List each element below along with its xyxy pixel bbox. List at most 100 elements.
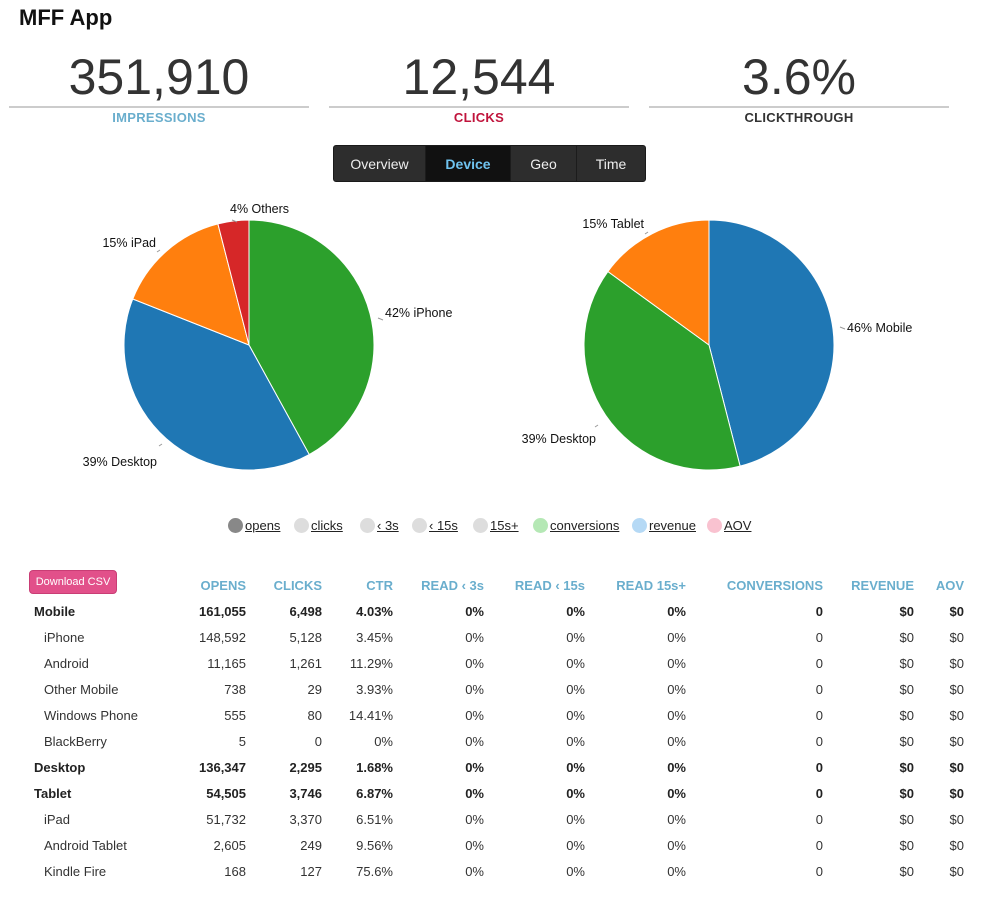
read-15s-column-header[interactable]: READ ‹ 15s [514,577,585,593]
pie-slice-desktop[interactable] [123,298,310,471]
table-row: iPad 51,732 3,370 6.51% 0% 0% 0% 0 $0 $0 [29,806,964,832]
legend-clicks-label: clicks [311,518,343,533]
conversions-cell: 0 [815,681,823,697]
read-15s-plus-cell: 0% [667,629,686,645]
table-body: Mobile 161,055 6,498 4.03% 0% 0% 0% 0 $0 $0 iPhone… [29,598,964,884]
pie-slice-iphone[interactable] [248,219,375,456]
read-15s-plus-cell: 0% [667,785,686,801]
clicks-column-header[interactable]: CLICKS [273,577,322,593]
legend-read-15s-plus-dot [473,518,488,533]
legend-read-15s[interactable]: ‹ 15s [412,518,458,533]
pie-label-ipad: 15% iPad [102,236,156,250]
table-group-row: Mobile 161,055 6,498 4.03% 0% 0% 0% 0 $0 $0 [29,598,964,624]
read-3s-cell: 0% [465,603,484,619]
ctr-cell: 6.87% [356,785,393,801]
ctr-cell: 6.51% [356,811,393,827]
revenue-cell: $0 [899,681,914,697]
clicks-label: CLICKS [453,110,505,125]
row-name: Windows Phone [44,707,138,723]
download-csv-button[interactable]: Download CSV [29,570,117,594]
pie-slice-ipad[interactable] [132,223,250,346]
pie-label-tick [594,424,599,428]
conversions-cell: 0 [815,603,823,619]
ctr-cell: 14.41% [348,707,393,723]
read-15s-plus-column-header[interactable]: READ 15s+ [616,577,686,593]
clicks-value: 12,544 [402,49,556,105]
impressions-stat: 351,910 IMPRESSIONS [9,48,309,125]
aov-column-header[interactable]: AOV [935,577,964,593]
clicks-cell: 80 [307,707,322,723]
legend-clicks[interactable]: clicks [294,518,343,533]
opens-cell: 555 [224,707,246,723]
pie-label-tick [158,443,163,447]
clicks-cell: 127 [300,863,322,879]
legend-aov-label: AOV [724,518,752,533]
clicks-cell: 249 [300,837,322,853]
revenue-cell: $0 [899,837,914,853]
row-name: Android Tablet [44,837,127,853]
row-name: Other Mobile [44,681,119,697]
read-3s-cell: 0% [465,863,484,879]
aov-cell: $0 [949,603,964,619]
legend-read-3s-dot [360,518,375,533]
conversions-cell: 0 [815,759,823,775]
clickthrough-value: 3.6% [742,49,856,105]
legend-revenue[interactable]: revenue [632,518,696,533]
pie-label-desktop: 39% Desktop [522,432,596,446]
legend-revenue-label: revenue [649,518,696,533]
read-3s-column-header[interactable]: READ ‹ 3s [421,577,484,593]
clicks-cell: 2,295 [289,759,322,775]
table-group-row: Desktop 136,347 2,295 1.68% 0% 0% 0% 0 $0 $0 [29,754,964,780]
opens-column-header[interactable]: OPENS [200,577,246,593]
clicks-cell: 1,261 [289,655,322,671]
table-row: Windows Phone 555 80 14.41% 0% 0% 0% 0 $0 $0 [29,702,964,728]
table-row: Android Tablet 2,605 249 9.56% 0% 0% 0% 0 $0 $0 [29,832,964,858]
revenue-cell: $0 [899,603,914,619]
tab-device[interactable]: Device [426,146,511,181]
legend-opens-dot [228,518,243,533]
revenue-cell: $0 [899,629,914,645]
conversions-cell: 0 [815,863,823,879]
tab-overview[interactable]: Overview [334,146,426,181]
read-15s-cell: 0% [566,863,585,879]
ctr-cell: 3.45% [356,629,393,645]
clicks-cell: 0 [314,733,322,749]
clickthrough-divider [649,106,949,108]
conversions-cell: 0 [815,811,823,827]
read-15s-plus-cell: 0% [667,863,686,879]
read-3s-cell: 0% [465,837,484,853]
revenue-cell: $0 [899,759,914,775]
clicks-stat: 12,544 CLICKS [329,48,629,125]
pie-label-tablet: 15% Tablet [582,217,644,231]
read-15s-plus-cell: 0% [667,733,686,749]
opens-cell: 738 [224,681,246,697]
impressions-divider [9,106,309,108]
aov-cell: $0 [949,811,964,827]
legend-conversions-label: conversions [550,518,620,533]
conversions-cell: 0 [815,785,823,801]
pie-slice-desktop[interactable] [583,270,741,471]
legend-aov[interactable]: AOV [707,518,751,533]
legend-read-15s-plus[interactable]: 15s+ [473,518,519,533]
legend-conversions-dot [533,518,548,533]
opens-cell: 168 [224,863,246,879]
ctr-column-header[interactable]: CTR [366,577,393,593]
revenue-column-header[interactable]: REVENUE [851,577,914,593]
legend-opens[interactable]: opens [228,518,280,533]
impressions-label: IMPRESSIONS [112,110,206,125]
opens-cell: 54,505 [206,785,246,801]
pie-slice-mobile[interactable] [708,219,835,467]
legend-read-3s[interactable]: ‹ 3s [360,518,399,533]
aov-cell: $0 [949,733,964,749]
clickthrough-stat: 3.6% CLICKTHROUGH [649,48,949,125]
pie-label-tick [377,317,384,321]
pie-slice-tablet[interactable] [607,219,710,346]
read-15s-plus-cell: 0% [667,837,686,853]
read-3s-cell: 0% [465,655,484,671]
tab-time[interactable]: Time [595,155,627,172]
legend-conversions[interactable]: conversions [533,518,619,533]
conversions-column-header[interactable]: CONVERSIONS [726,577,823,593]
tab-geo[interactable]: Geo [511,146,577,181]
read-15s-cell: 0% [566,733,585,749]
clicks-cell: 3,746 [289,785,322,801]
